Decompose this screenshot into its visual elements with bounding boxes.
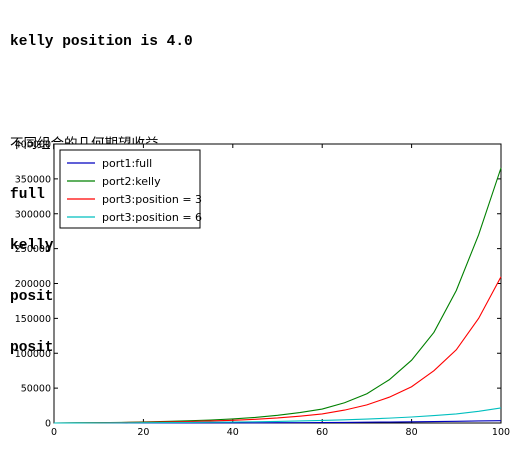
legend-label-1: port1:full xyxy=(102,157,152,170)
x-tick-label: 100 xyxy=(492,427,510,438)
y-tick-label: 250000 xyxy=(15,244,51,255)
y-tick-label: 150000 xyxy=(15,314,51,325)
x-tick-label: 20 xyxy=(137,427,149,438)
x-tick-label: 40 xyxy=(227,427,239,438)
x-tick-label: 60 xyxy=(316,427,328,438)
kelly-position-line: kelly position is 4.0 xyxy=(10,34,254,51)
y-tick-label: 300000 xyxy=(15,209,51,220)
y-tick-label: 350000 xyxy=(15,174,51,185)
x-tick-label: 80 xyxy=(406,427,418,438)
blank-line xyxy=(10,85,254,102)
chart-container: 0 50000 100000 150000 200000 250000 300000 3500… xyxy=(0,128,520,445)
y-tick-label: 50000 xyxy=(21,384,51,395)
y-tick-label: 400000 xyxy=(15,140,51,151)
line-chart: 0 50000 100000 150000 200000 250000 300000 3500… xyxy=(0,128,520,445)
legend-label-2: port2:kelly xyxy=(102,175,161,188)
legend-label-3: port3:position = 3 xyxy=(102,193,202,206)
y-tick-label: 100000 xyxy=(15,349,51,360)
y-tick-label: 200000 xyxy=(15,279,51,290)
legend-label-4: port3:position = 6 xyxy=(102,211,202,224)
x-tick-label: 0 xyxy=(51,427,57,438)
